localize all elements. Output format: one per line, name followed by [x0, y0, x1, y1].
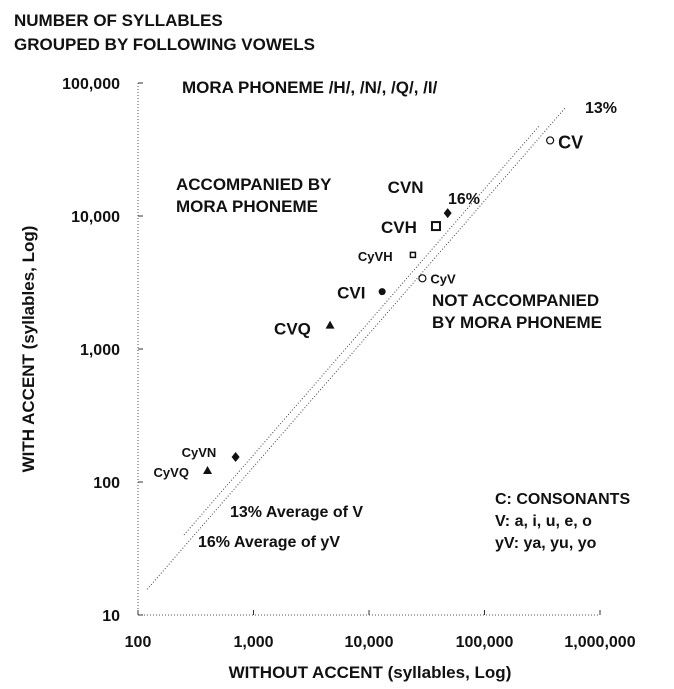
point-label: CyV — [430, 271, 456, 286]
x-tick-label: 100 — [125, 634, 152, 651]
point — [443, 208, 452, 219]
x-tick-label: 1,000,000 — [564, 634, 635, 651]
ratio-label: 16% — [448, 191, 480, 208]
y-tick-label: 100 — [93, 475, 120, 492]
point-label: CV — [558, 132, 583, 152]
y-tick-label: 1,000 — [80, 342, 120, 359]
chart-title: GROUPED BY FOLLOWING VOWELS — [14, 35, 315, 54]
ratio-note: 16% Average of yV — [198, 534, 340, 551]
y-axis-label: WITH ACCENT (syllables, Log) — [19, 226, 38, 473]
y-tick-label: 10,000 — [71, 209, 120, 226]
annotation: yV: ya, yu, yo — [495, 535, 597, 552]
chart-subtitle: MORA PHONEME /H/, /N/, /Q/, /I/ — [182, 78, 438, 97]
point — [418, 274, 427, 283]
annotation: ACCOMPANIED BY — [176, 175, 332, 194]
x-tick-label: 10,000 — [345, 634, 394, 651]
point — [231, 452, 240, 463]
point — [325, 320, 335, 329]
ratio-line — [146, 107, 566, 590]
ratio-line — [183, 125, 540, 536]
point — [546, 136, 555, 145]
annotation: C: CONSONANTS — [495, 491, 630, 508]
point-label: CVN — [388, 178, 424, 197]
point-label: CyVH — [358, 249, 393, 264]
point-label: CVQ — [274, 320, 311, 339]
point-label: CVH — [381, 218, 417, 237]
point-label: CVI — [337, 284, 365, 303]
x-axis-label: WITHOUT ACCENT (syllables, Log) — [229, 663, 512, 682]
y-tick-label: 10 — [102, 608, 120, 625]
point — [203, 465, 213, 474]
x-tick-label: 1,000 — [233, 634, 273, 651]
point — [378, 288, 386, 296]
y-tick-label: 100,000 — [62, 76, 120, 93]
ratio-label: 13% — [585, 100, 617, 117]
chart-title: NUMBER OF SYLLABLES — [14, 11, 223, 30]
ratio-note: 13% Average of V — [230, 504, 363, 521]
point-label: CyVN — [182, 445, 217, 460]
x-tick-label: 100,000 — [456, 634, 514, 651]
annotation: BY MORA PHONEME — [432, 313, 602, 332]
point — [430, 221, 441, 232]
annotation: MORA PHONEME — [176, 197, 318, 216]
annotation: NOT ACCOMPANIED — [432, 291, 599, 310]
annotation: V: a, i, u, e, o — [495, 513, 592, 530]
point — [409, 251, 417, 259]
point-label: CyVQ — [154, 465, 189, 480]
